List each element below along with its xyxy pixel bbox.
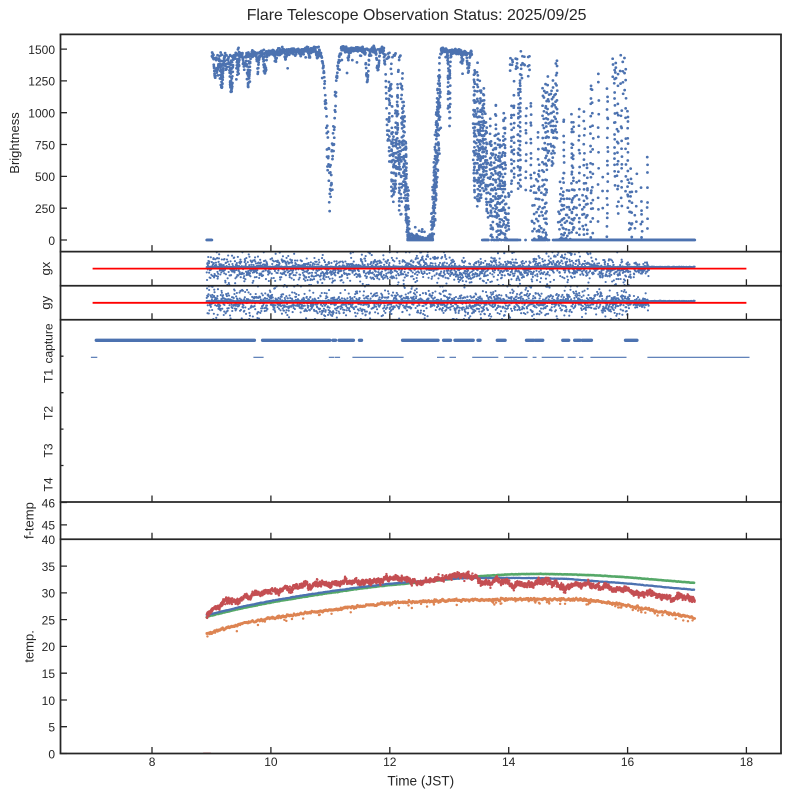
svg-text:16: 16 [621, 755, 635, 769]
svg-text:46: 46 [42, 496, 56, 510]
svg-text:T3: T3 [42, 443, 56, 457]
svg-text:5: 5 [48, 721, 55, 735]
svg-text:T4: T4 [42, 477, 56, 491]
svg-text:40: 40 [42, 533, 56, 547]
svg-text:12: 12 [383, 755, 397, 769]
svg-text:14: 14 [502, 755, 516, 769]
svg-text:T1: T1 [42, 369, 56, 383]
svg-text:gy: gy [38, 295, 53, 309]
svg-text:10: 10 [264, 755, 278, 769]
svg-text:20: 20 [42, 640, 56, 654]
svg-text:1250: 1250 [28, 75, 55, 89]
svg-text:T2: T2 [42, 406, 56, 420]
svg-text:1000: 1000 [28, 107, 55, 121]
svg-text:250: 250 [35, 202, 55, 216]
svg-text:capture: capture [42, 323, 56, 363]
svg-text:500: 500 [35, 170, 55, 184]
svg-text:18: 18 [740, 755, 754, 769]
svg-text:f-temp: f-temp [22, 502, 37, 539]
svg-text:0: 0 [48, 234, 55, 248]
svg-text:25: 25 [42, 613, 56, 627]
svg-text:Brightness: Brightness [7, 112, 22, 174]
svg-text:8: 8 [149, 755, 156, 769]
svg-text:1500: 1500 [28, 43, 55, 57]
svg-text:0: 0 [48, 747, 55, 761]
svg-text:Flare Telescope Observation St: Flare Telescope Observation Status: 2025… [247, 7, 587, 24]
svg-text:750: 750 [35, 138, 55, 152]
svg-text:45: 45 [42, 519, 56, 533]
svg-text:10: 10 [42, 694, 56, 708]
svg-text:30: 30 [42, 587, 56, 601]
svg-text:gx: gx [38, 261, 53, 275]
svg-text:35: 35 [42, 560, 56, 574]
svg-text:15: 15 [42, 667, 56, 681]
svg-text:temp.: temp. [22, 630, 37, 663]
svg-text:Time (JST): Time (JST) [387, 774, 454, 789]
